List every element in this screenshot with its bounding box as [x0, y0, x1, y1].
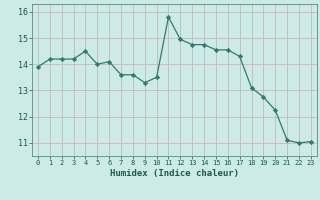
X-axis label: Humidex (Indice chaleur): Humidex (Indice chaleur)	[110, 169, 239, 178]
